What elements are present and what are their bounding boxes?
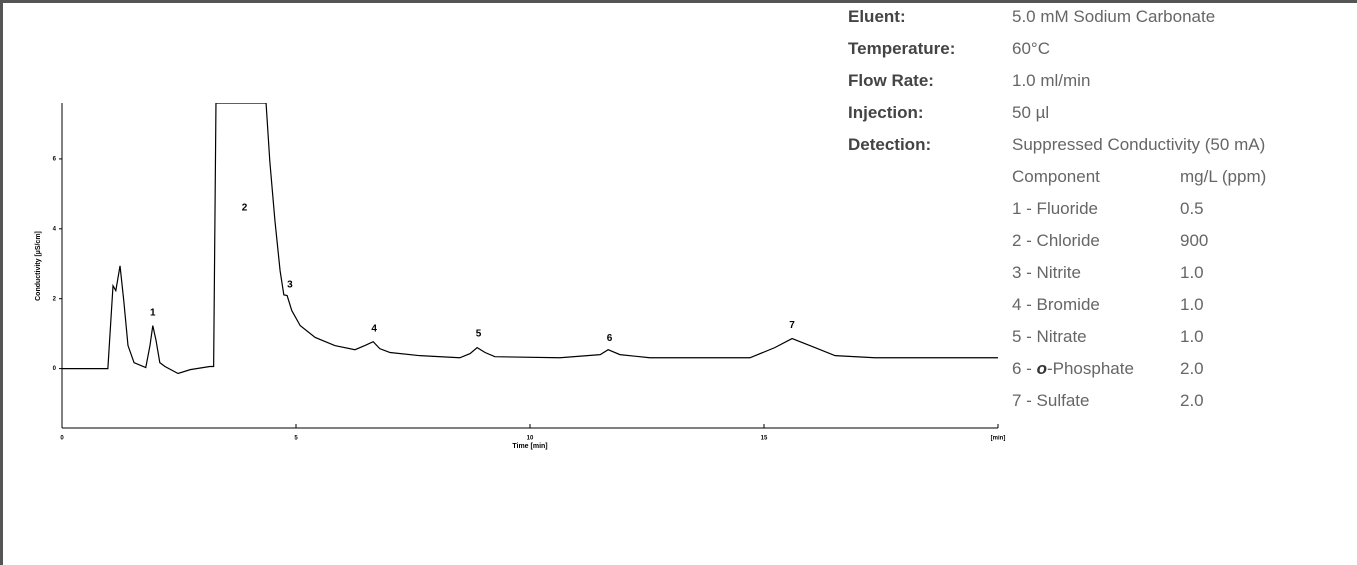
x-tick-label: 0 xyxy=(60,436,64,442)
component-name: 6 - o-Phosphate xyxy=(1012,353,1134,385)
component-header: Component xyxy=(1012,167,1100,186)
x-axis-label: Time [min] xyxy=(512,443,547,450)
component-amount: 1.0 xyxy=(1180,263,1204,282)
condition-label: Eluent: xyxy=(848,7,906,26)
component-name-part: 5 - Nitrate xyxy=(1012,327,1087,346)
condition-value: Suppressed Conductivity (50 mA) xyxy=(1012,135,1266,154)
component-name-part: 7 - Sulfate xyxy=(1012,391,1090,410)
x-tick-label: 15 xyxy=(761,436,768,442)
component-amount: 2.0 xyxy=(1180,391,1204,410)
chromatogram-trace xyxy=(62,103,998,375)
peak-label: 6 xyxy=(607,333,613,344)
condition-value: 5.0 mM Sodium Carbonate xyxy=(1012,7,1216,26)
y-tick-label: 4 xyxy=(53,226,57,232)
peak-label: 1 xyxy=(150,307,156,318)
peak-label: 7 xyxy=(789,320,795,331)
y-tick-label: 2 xyxy=(53,296,57,302)
component-name: 1 - Fluoride xyxy=(1012,193,1098,225)
component-name: 7 - Sulfate xyxy=(1012,385,1090,417)
y-tick-label: 6 xyxy=(53,156,57,162)
peak-label: 5 xyxy=(476,328,482,339)
condition-value: 1.0 ml/min xyxy=(1012,71,1091,90)
peak-label: 2 xyxy=(242,202,248,213)
peak-label: 3 xyxy=(287,279,293,290)
component-name-part: 6 - xyxy=(1012,359,1037,378)
component-name: 2 - Chloride xyxy=(1012,225,1100,257)
condition-label: Flow Rate: xyxy=(848,71,934,90)
peak-label: 4 xyxy=(371,323,377,334)
component-amount: 1.0 xyxy=(1180,327,1204,346)
component-amount: 2.0 xyxy=(1180,359,1204,378)
x-tick-label: 10 xyxy=(527,436,534,442)
component-name: 4 - Bromide xyxy=(1012,289,1100,321)
component-name-part: 4 - Bromide xyxy=(1012,295,1100,314)
y-tick-label: 0 xyxy=(53,366,57,372)
component-amount: 900 xyxy=(1180,231,1209,250)
chart: Time [min] Conductivity [µS/cm] 0 2 4 6 0 5 10… xyxy=(35,103,1006,450)
component-amount: 1.0 xyxy=(1180,295,1204,314)
y-axis-label: Conductivity [µS/cm] xyxy=(35,231,42,301)
condition-label: Injection: xyxy=(848,103,924,122)
condition-label: Temperature: xyxy=(848,39,956,58)
x-tick-label: 5 xyxy=(294,436,298,442)
condition-value: 50 µl xyxy=(1012,103,1050,122)
plot-area xyxy=(62,103,998,375)
component-name-part: 3 - Nitrite xyxy=(1012,263,1081,282)
x-tick-label: [min] xyxy=(991,436,1006,442)
component-name-part: 2 - Chloride xyxy=(1012,231,1100,250)
component-name-part: -Phosphate xyxy=(1046,359,1134,378)
component-amount: 0.5 xyxy=(1180,199,1204,218)
component-name-part: 1 - Fluoride xyxy=(1012,199,1098,218)
component-name: 3 - Nitrite xyxy=(1012,257,1081,289)
component-header: mg/L (ppm) xyxy=(1180,167,1267,186)
condition-value: 60°C xyxy=(1012,39,1050,58)
component-name: 5 - Nitrate xyxy=(1012,321,1087,353)
condition-label: Detection: xyxy=(848,135,932,154)
component-name-part: o xyxy=(1036,359,1047,378)
